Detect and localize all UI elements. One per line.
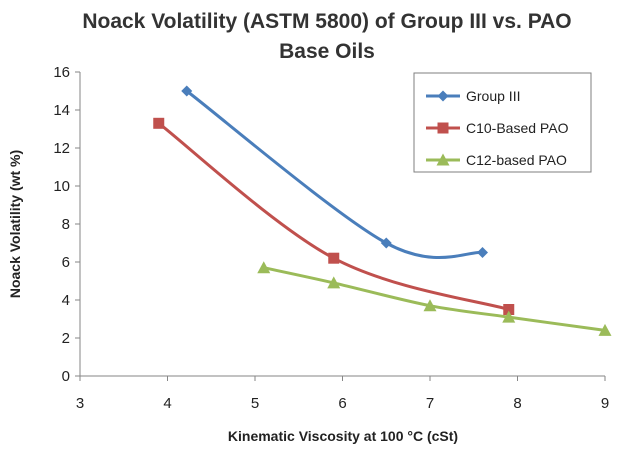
legend-item: C12-based PAO <box>426 152 567 168</box>
data-point <box>153 117 165 129</box>
series-layer <box>153 85 612 336</box>
legend-label: C10-Based PAO <box>466 120 569 136</box>
legend-label: Group III <box>466 88 520 104</box>
legend-label: C12-based PAO <box>466 152 567 168</box>
x-tick-label: 6 <box>338 395 346 412</box>
legend-item: C10-Based PAO <box>426 120 569 136</box>
data-point <box>423 299 437 312</box>
series-3 <box>257 261 612 336</box>
data-point <box>598 323 612 336</box>
legend-item: Group III <box>426 88 520 104</box>
legend-marker <box>437 122 449 134</box>
tick-labels: 0 2 4 6 8 10 12 14 16 3 4 5 6 7 8 9 <box>53 64 609 412</box>
x-tick-label: 5 <box>251 395 259 412</box>
legend-marker <box>436 153 450 166</box>
y-tick-label: 12 <box>53 140 70 157</box>
x-tick-label: 3 <box>76 395 84 412</box>
axes <box>75 71 606 381</box>
y-tick-label: 16 <box>53 64 70 81</box>
series-2 <box>153 117 515 315</box>
x-tick-label: 4 <box>163 395 171 412</box>
y-tick-label: 2 <box>62 330 70 347</box>
legend-marker <box>437 90 449 102</box>
data-point <box>257 261 271 274</box>
y-tick-label: 4 <box>62 292 70 309</box>
x-axis-title: Kinematic Viscosity at 100 °C (cSt) <box>228 428 458 444</box>
data-point <box>477 247 488 258</box>
legend-items: Group III C10-Based PAO C12-based PAO <box>426 88 569 168</box>
data-point <box>503 304 515 315</box>
y-axis-title: Noack Volatility (wt %) <box>7 150 23 298</box>
chart-title: Noack Volatility (ASTM 5800) of Group II… <box>82 10 571 33</box>
y-tick-label: 0 <box>62 368 70 385</box>
x-tick-label: 8 <box>513 395 521 412</box>
legend: Group III C10-Based PAO C12-based PAO <box>413 72 592 173</box>
data-point <box>380 237 392 249</box>
data-point <box>327 276 341 289</box>
data-point <box>502 310 516 323</box>
y-tick-label: 6 <box>62 254 70 271</box>
data-point <box>181 85 193 97</box>
chart-subtitle: Base Oils <box>279 40 375 63</box>
y-tick-label: 10 <box>53 178 70 195</box>
x-tick-label: 7 <box>426 395 434 412</box>
y-tick-label: 8 <box>62 216 70 233</box>
x-tick-label: 9 <box>601 395 609 412</box>
y-tick-label: 14 <box>53 102 70 119</box>
data-point <box>328 252 340 264</box>
series-line <box>262 266 607 332</box>
series-1 <box>181 85 488 259</box>
series-line <box>185 89 484 259</box>
